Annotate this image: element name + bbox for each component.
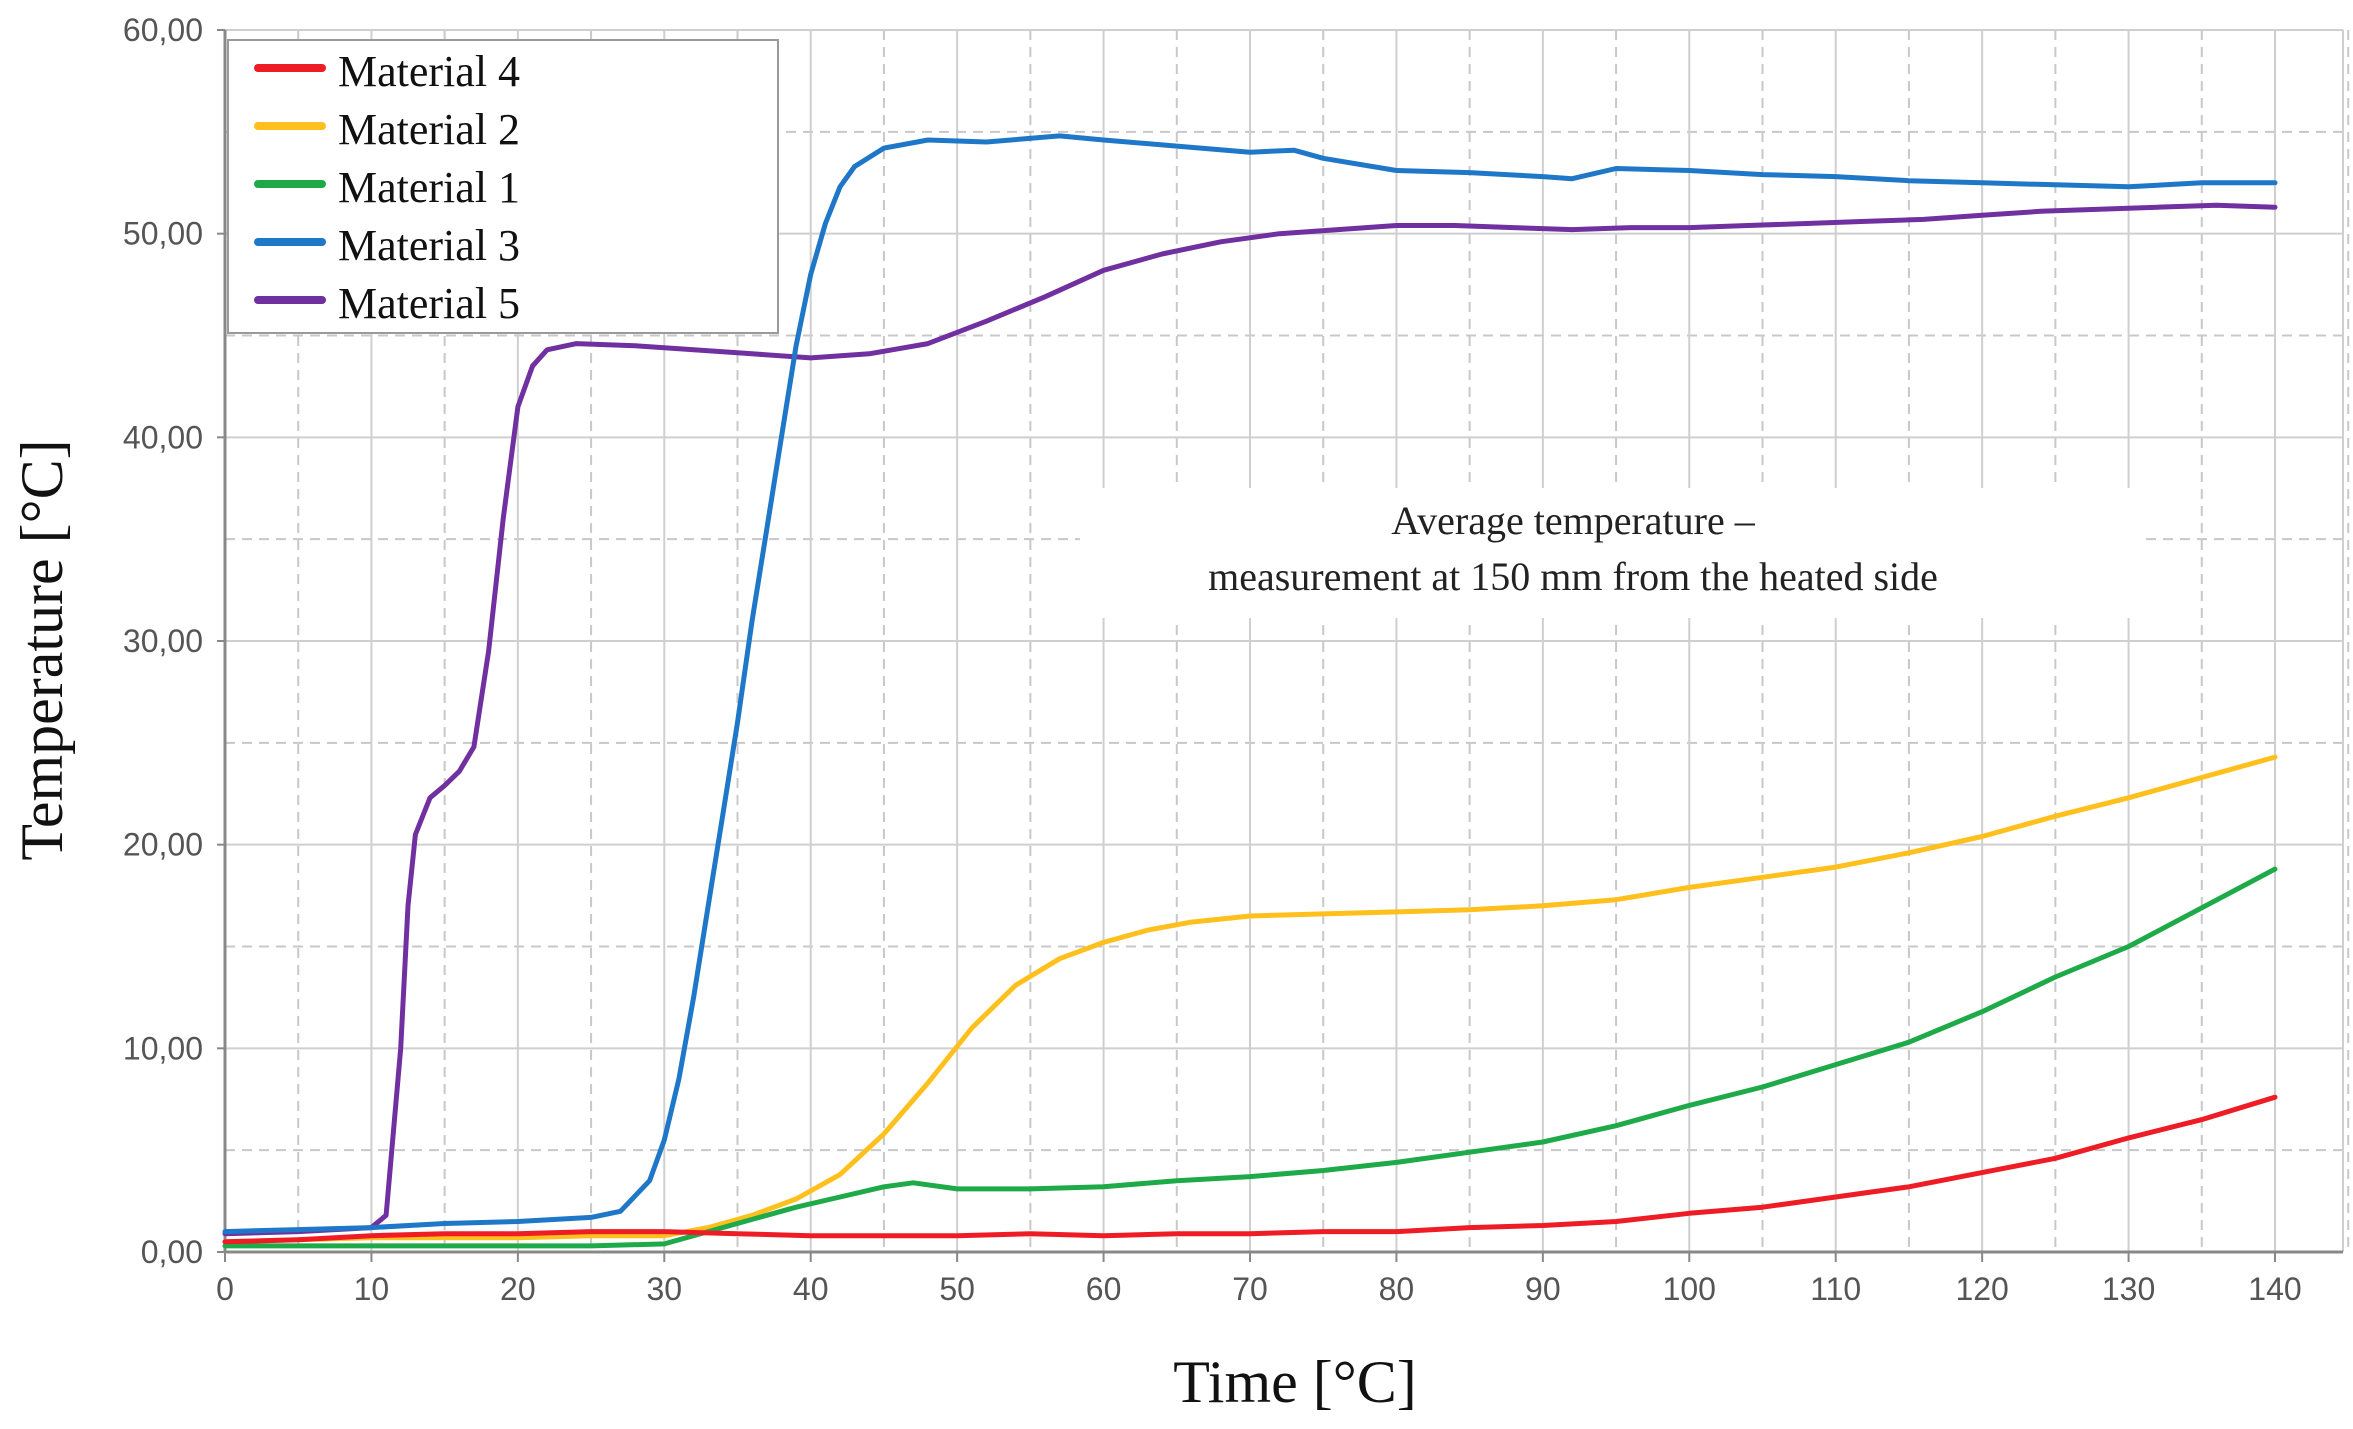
x-tick-label: 110 bbox=[1810, 1271, 1861, 1307]
y-tick-label: 60,00 bbox=[123, 12, 203, 48]
series-line-material-3 bbox=[222, 133, 2278, 1235]
legend: Material 4 Material 2 Material 1 Material 3… bbox=[227, 39, 779, 334]
x-tick-label: 50 bbox=[939, 1271, 975, 1307]
x-tick-label: 40 bbox=[793, 1271, 829, 1307]
axes bbox=[217, 29, 2343, 1262]
x-tick-label: 130 bbox=[2102, 1271, 2155, 1307]
tick-labels: 0 10 20 30 40 50 60 70 80 90 100 110 120 130 140 0,00 10… bbox=[123, 12, 2302, 1307]
y-axis-title: Temperature [°C] bbox=[9, 439, 75, 860]
x-tick-label: 70 bbox=[1232, 1271, 1268, 1307]
series-lines bbox=[222, 133, 2278, 1249]
y-tick-label: 20,00 bbox=[123, 827, 203, 863]
legend-label-material-5: Material 5 bbox=[338, 279, 520, 328]
x-tick-label: 30 bbox=[646, 1271, 682, 1307]
x-tick-label: 100 bbox=[1663, 1271, 1716, 1307]
annotation-background bbox=[1080, 488, 2140, 618]
legend-label-material-3: Material 3 bbox=[338, 221, 520, 270]
annotation-line-1: Average temperature – bbox=[1391, 498, 1755, 543]
legend-label-material-4: Material 4 bbox=[338, 47, 520, 96]
legend-label-material-1: Material 1 bbox=[338, 163, 520, 212]
y-tick-label: 40,00 bbox=[123, 419, 203, 455]
x-tick-label: 80 bbox=[1379, 1271, 1415, 1307]
y-tick-label: 0,00 bbox=[141, 1234, 203, 1270]
x-tick-label: 120 bbox=[1955, 1271, 2008, 1307]
x-tick-label: 10 bbox=[354, 1271, 390, 1307]
annotation-line-2: measurement at 150 mm from the heated si… bbox=[1208, 554, 1938, 599]
y-tick-label: 10,00 bbox=[123, 1030, 203, 1066]
annotation: Average temperature – measurement at 150… bbox=[1080, 488, 2140, 618]
x-tick-label: 20 bbox=[500, 1271, 536, 1307]
legend-label-material-2: Material 2 bbox=[338, 105, 520, 154]
series-line-material-4 bbox=[222, 1094, 2278, 1245]
x-tick-label: 0 bbox=[216, 1271, 234, 1307]
x-tick-label: 60 bbox=[1086, 1271, 1122, 1307]
series-line-material-2 bbox=[222, 754, 2278, 1245]
y-tick-label: 50,00 bbox=[123, 216, 203, 252]
x-axis-title: Time [°C] bbox=[1173, 1349, 1417, 1415]
x-tick-label: 90 bbox=[1525, 1271, 1561, 1307]
y-tick-label: 30,00 bbox=[123, 623, 203, 659]
series-line-material-5 bbox=[222, 202, 2278, 1237]
series-line-material-1 bbox=[222, 866, 2278, 1249]
x-tick-label: 140 bbox=[2248, 1271, 2301, 1307]
